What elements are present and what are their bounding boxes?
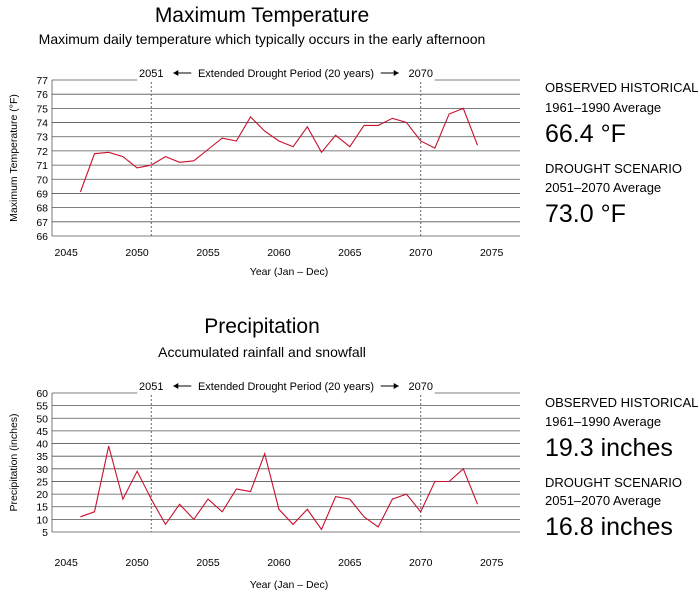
chart2-y-tick-label: 40 [36,439,48,451]
chart2-drought-period-label: Extended Drought Period (20 years) [198,381,374,393]
chart2-y-tick-label: 15 [36,502,48,514]
chart2-x-tick-label: 2065 [338,557,362,569]
chart2-drought-left-arrow-head [173,383,179,389]
chart2-observed-value: 19.3 inches [545,434,673,462]
chart1-y-tick-label: 77 [36,75,48,87]
chart1-x-tick-label: 2050 [125,247,149,259]
chart2-observed-period: 1961–1990 Average [545,414,661,429]
chart1-y-tick-label: 69 [36,188,48,200]
chart2-y-tick-label: 10 [36,514,48,526]
chart1-x-axis-label: Year (Jan – Dec) [250,266,328,278]
chart2-title: Precipitation [204,315,320,338]
chart1-y-tick-label: 70 [36,174,48,186]
chart1-y-tick-label: 67 [36,217,48,229]
chart1-y-tick-label: 68 [36,203,48,215]
chart1-y-tick-label: 73 [36,132,48,144]
chart1-x-tick-label: 2065 [338,247,362,259]
chart1-observed-label: OBSERVED HISTORICAL [545,80,698,95]
chart1-subtitle: Maximum daily temperature which typicall… [39,31,486,47]
chart1-observed-value: 66.4 °F [545,120,626,148]
chart1-scenario-period: 2051–2070 Average [545,180,661,195]
chart2-drought-start-label: 2051 [139,381,163,393]
chart2-y-tick-label: 5 [42,527,48,539]
chart2-y-tick-label: 60 [36,388,48,400]
chart2-x-tick-label: 2045 [55,557,79,569]
chart1-y-tick-label: 75 [36,103,48,115]
chart2-x-tick-label: 2050 [125,557,149,569]
chart2-x-tick-label: 2075 [480,557,504,569]
chart1-series-line-0 [79,107,479,193]
chart1-drought-label-bg [137,65,435,81]
chart2-scenario-period: 2051–2070 Average [545,493,661,508]
chart1-y-tick-label: 74 [36,118,48,130]
chart1-observed-period: 1961–1990 Average [545,100,661,115]
chart1-y-tick-label: 71 [36,160,48,172]
chart2-y-tick-label: 45 [36,426,48,438]
chart1-scenario-value: 73.0 °F [545,200,626,228]
chart1-drought-start-label: 2051 [139,68,163,80]
chart2-x-tick-label: 2055 [196,557,220,569]
chart1-y-tick-label: 72 [36,146,48,158]
chart2-scenario-label: DROUGHT SCENARIO [545,475,682,490]
chart2-x-tick-label: 2060 [267,557,291,569]
chart1-drought-period-label: Extended Drought Period (20 years) [198,68,374,80]
chart1-scenario-label: DROUGHT SCENARIO [545,161,682,176]
chart1-x-tick-label: 2055 [196,247,220,259]
chart2-scenario-value: 16.8 inches [545,513,673,541]
chart1-x-tick-label: 2075 [480,247,504,259]
chart2-subtitle: Accumulated rainfall and snowfall [158,344,366,360]
chart1-drought-right-arrow-head [393,70,399,76]
chart2-drought-right-arrow-head [393,383,399,389]
chart2-y-tick-label: 20 [36,489,48,501]
chart2-y-axis-label: Precipitation (inches) [8,413,20,511]
chart1-title: Maximum Temperature [155,4,369,27]
chart2-drought-end-label: 2070 [408,381,432,393]
chart1-drought-end-label: 2070 [408,68,432,80]
chart2-y-tick-label: 25 [36,476,48,488]
chart1-x-tick-label: 2045 [55,247,79,259]
chart1-y-tick-label: 76 [36,89,48,101]
chart1-drought-left-arrow-head [173,70,179,76]
chart2-x-tick-label: 2070 [409,557,433,569]
chart2-y-tick-label: 35 [36,451,48,463]
chart1-x-tick-label: 2060 [267,247,291,259]
chart2-y-tick-label: 55 [36,401,48,413]
chart2-x-axis-label: Year (Jan – Dec) [250,579,328,591]
chart1-y-axis-label: Maximum Temperature (°F) [8,94,20,222]
chart1-y-tick-label: 66 [36,231,48,243]
chart1-x-tick-label: 2070 [409,247,433,259]
chart2-y-tick-label: 30 [36,464,48,476]
chart2-observed-label: OBSERVED HISTORICAL [545,395,698,410]
chart2-drought-label-bg [137,378,435,394]
chart2-series-line-0 [80,445,479,531]
chart2-y-tick-label: 50 [36,413,48,425]
